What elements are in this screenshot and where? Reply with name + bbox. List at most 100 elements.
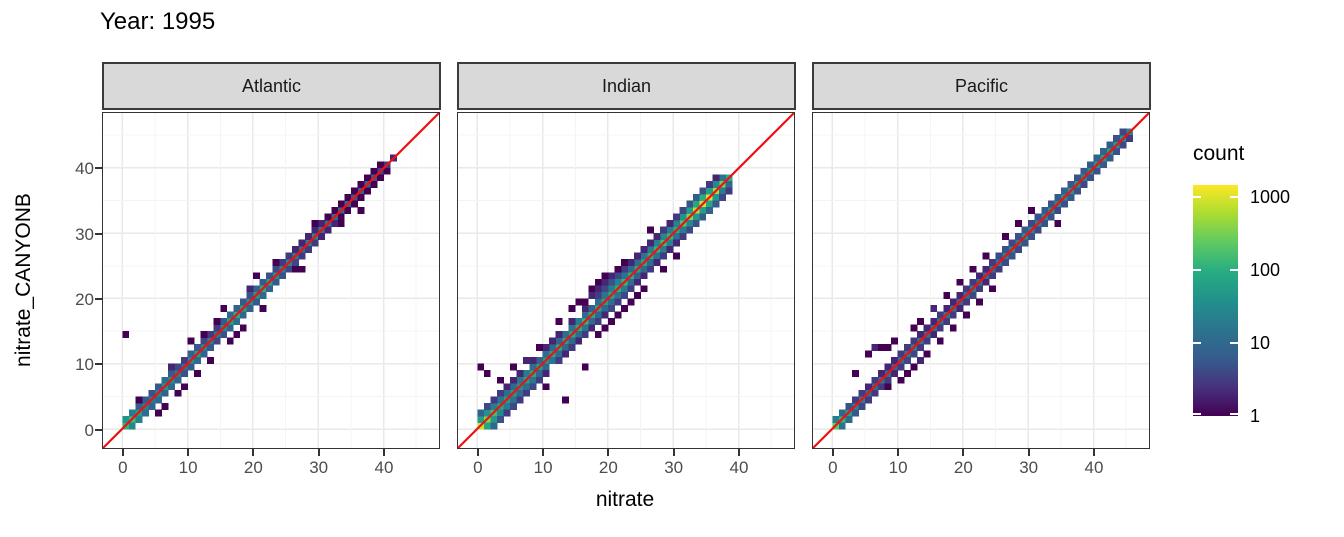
legend-tick-label: 1 <box>1250 406 1261 426</box>
bin-tile <box>956 304 964 312</box>
bin-tile <box>601 324 609 332</box>
bin-tile <box>581 298 589 306</box>
y-tick-label: 30 <box>75 224 94 244</box>
bin-tile <box>1041 220 1049 227</box>
bin-tile <box>621 285 628 293</box>
bin-tile <box>174 363 182 371</box>
bin-tile <box>594 311 602 319</box>
y-tick-mark <box>95 167 102 170</box>
bin-tile <box>377 174 384 182</box>
bin-tile <box>266 272 273 280</box>
bin-tile <box>718 187 726 195</box>
bin-tile <box>1028 220 1036 227</box>
panel-indian <box>457 112 795 449</box>
bin-tile <box>956 291 964 299</box>
bin-tile <box>1106 154 1114 162</box>
bin-tile <box>581 311 589 319</box>
bin-tile <box>660 226 668 234</box>
bin-tile <box>614 311 622 319</box>
bin-tile <box>647 259 655 267</box>
bin-tile <box>712 200 720 208</box>
bin-tile <box>686 226 694 234</box>
bin-tile <box>1100 161 1107 169</box>
x-tick-label: 40 <box>1084 458 1104 477</box>
bin-tile <box>1067 193 1075 201</box>
bin-tile <box>673 213 681 221</box>
bin-tile <box>910 363 918 371</box>
bin-tile <box>647 265 655 273</box>
bin-tile <box>161 376 169 384</box>
bin-tile <box>692 213 700 221</box>
bin-tile <box>523 383 530 391</box>
bin-tile <box>1002 233 1010 241</box>
bin-tile <box>660 246 668 254</box>
bin-tile <box>897 363 905 371</box>
bin-tile <box>962 298 970 306</box>
bin-tile <box>490 422 498 430</box>
bin-tile <box>982 252 990 260</box>
bin-tile <box>542 350 550 358</box>
bin-tile <box>135 396 143 404</box>
bin-tile <box>607 318 615 325</box>
bin-tile <box>884 344 892 352</box>
bin-tile <box>246 285 254 293</box>
bin-tile <box>377 161 384 169</box>
bin-tile <box>383 167 391 175</box>
legend-tick-mark <box>1193 269 1201 272</box>
bin-tile <box>878 370 885 378</box>
facet-strip-atlantic: Atlantic <box>102 62 441 110</box>
bin-tile <box>483 409 491 417</box>
bin-tile <box>634 272 641 280</box>
bin-tile <box>594 291 602 299</box>
x-tick-mark <box>897 448 900 456</box>
bin-tile <box>660 252 668 260</box>
bin-tile <box>1021 226 1029 234</box>
bin-tile <box>161 389 169 397</box>
bin-tile <box>660 233 668 241</box>
bin-tile <box>122 415 130 423</box>
bin-tile <box>621 272 628 280</box>
bin-tile <box>575 337 583 345</box>
x-tick-mark <box>187 448 190 456</box>
bin-tile <box>1113 135 1121 143</box>
bin-tile <box>259 291 267 299</box>
bin-tile <box>832 415 840 423</box>
x-tick-label: 0 <box>828 458 838 477</box>
bin-tile <box>331 207 339 214</box>
bin-tile <box>634 278 641 286</box>
bin-tile <box>1119 128 1127 136</box>
bin-tile <box>220 304 228 312</box>
bin-tile <box>357 207 365 214</box>
bin-tile <box>1126 135 1134 143</box>
bin-tile <box>181 357 189 365</box>
bin-tile <box>627 298 635 306</box>
bin-tile <box>976 298 983 306</box>
bin-tile <box>1060 200 1068 208</box>
bin-tile <box>1041 207 1049 214</box>
bin-tile <box>1054 207 1062 214</box>
bin-tile <box>568 324 576 332</box>
bin-tile <box>917 344 925 352</box>
bin-tile <box>640 265 648 273</box>
bin-tile <box>910 324 918 332</box>
bin-tile <box>207 357 215 365</box>
bin-tile <box>161 402 169 410</box>
bin-tile <box>483 422 491 430</box>
bin-tile <box>679 213 687 221</box>
bin-tile <box>627 278 635 286</box>
bin-tile <box>614 272 622 280</box>
bin-tile <box>181 370 189 378</box>
y-tick-mark <box>95 232 102 235</box>
bin-tile <box>174 376 182 384</box>
bin-tile <box>614 265 622 273</box>
bin-tile <box>187 363 195 371</box>
bin-tile <box>555 331 563 339</box>
bin-tile <box>1015 246 1023 254</box>
x-tick-label: 20 <box>598 458 618 477</box>
bin-tile <box>588 285 596 293</box>
bin-tile <box>607 304 615 312</box>
bin-tile <box>640 285 648 293</box>
bin-tile <box>549 357 557 365</box>
x-tick-mark <box>1093 448 1095 456</box>
bin-tile <box>943 304 951 312</box>
